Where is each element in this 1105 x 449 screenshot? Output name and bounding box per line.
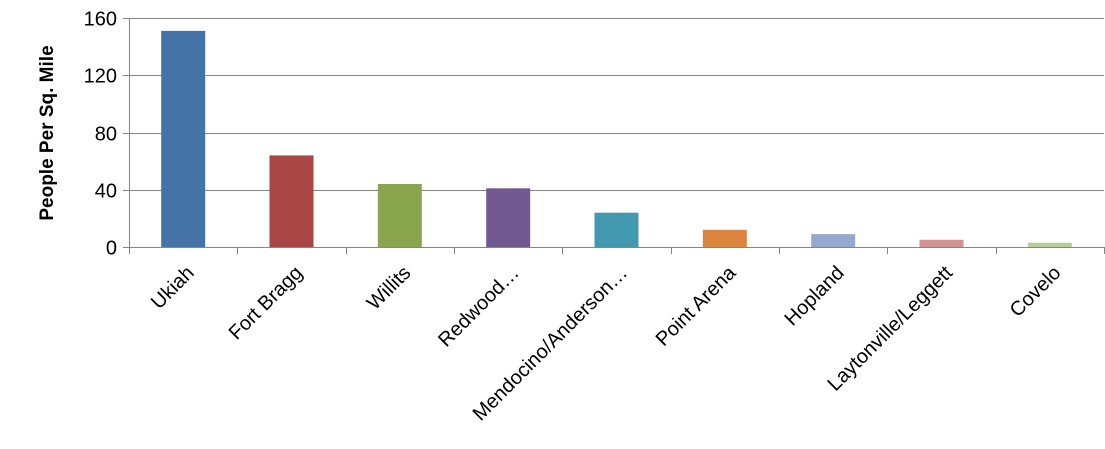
- y-tick-labels: 0 40 80 120 160: [84, 9, 117, 260]
- x-tick-label: Willits: [363, 262, 415, 314]
- x-tick-label: Point Arena: [652, 261, 741, 350]
- y-tick-label: 160: [84, 9, 117, 31]
- y-tick-label: 40: [95, 181, 117, 203]
- bar: [377, 184, 422, 247]
- bar: [702, 229, 747, 247]
- bar: [269, 155, 314, 247]
- bar: [811, 234, 856, 247]
- bar: [594, 212, 639, 247]
- x-tick-label: Ukiah: [147, 262, 199, 314]
- x-tick-label: Hopland: [780, 262, 848, 330]
- y-tick-label: 0: [106, 238, 117, 260]
- axes: [123, 18, 1105, 254]
- gridlines: [129, 18, 1104, 191]
- bar: [1027, 242, 1072, 247]
- bar: [486, 188, 531, 247]
- bars: [161, 30, 1072, 248]
- y-axis-title: People Per Sq. Mile: [37, 45, 58, 220]
- bar: [161, 30, 206, 248]
- x-tick-label: Redwood…: [434, 262, 523, 351]
- x-tick-label: Covelo: [1006, 262, 1066, 322]
- x-tick-labels: Ukiah Fort Bragg Willits Redwood…Mendocino/…: [147, 261, 1065, 425]
- y-tick-label: 120: [84, 66, 117, 88]
- y-tick-label: 80: [95, 124, 117, 146]
- bar: [919, 239, 964, 247]
- x-tick-label: Fort Bragg: [225, 262, 307, 344]
